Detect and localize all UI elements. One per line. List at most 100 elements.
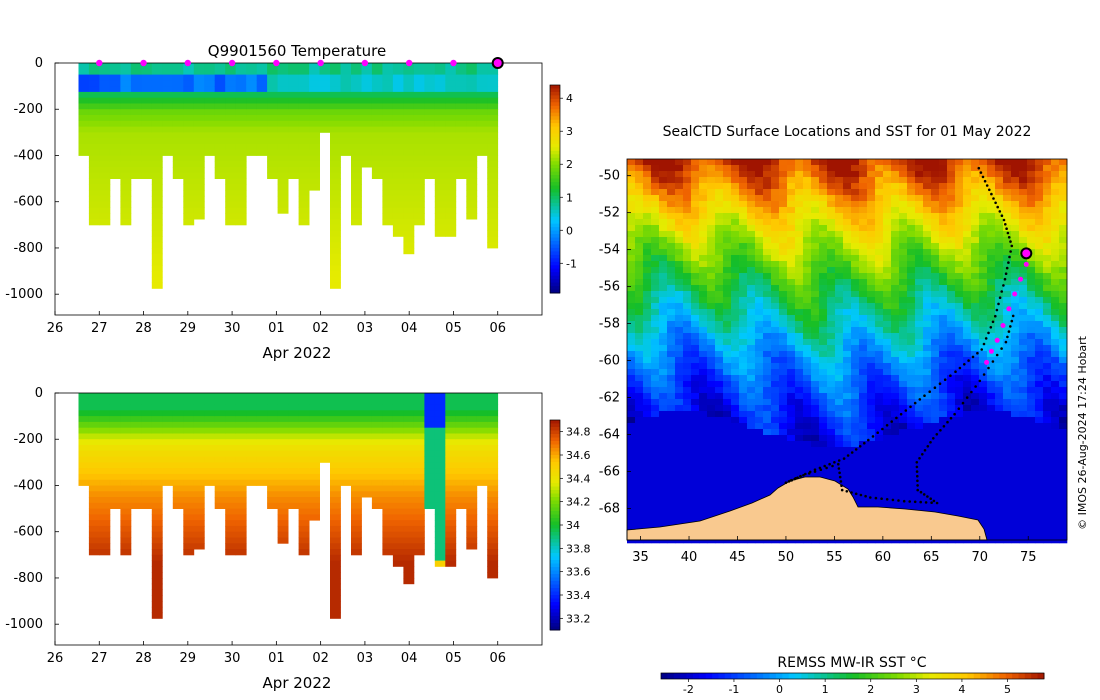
sst-cell [699, 201, 708, 208]
sst-cell [851, 453, 860, 460]
section-cell [361, 445, 373, 452]
sst-cell [1059, 345, 1068, 352]
sst-cell [939, 375, 948, 382]
sst-cell [699, 405, 708, 412]
sst-cell [963, 345, 972, 352]
sst-cell [795, 279, 804, 286]
sst-cell [643, 177, 652, 184]
sst-cell [699, 459, 708, 466]
sst-cell [939, 339, 948, 346]
sst-cell [915, 189, 924, 196]
sst-cell [635, 267, 644, 274]
section-cell [130, 109, 142, 116]
section-cell [403, 184, 415, 191]
section-cell [351, 184, 362, 191]
section-cell [141, 91, 153, 99]
sst-cell [811, 387, 820, 394]
sst-cell [963, 339, 972, 346]
sst-cell [995, 393, 1004, 400]
sst-cell [891, 429, 900, 436]
section-cell [204, 86, 216, 93]
section-cell [351, 120, 362, 127]
section-cell [371, 456, 383, 463]
section-cell [487, 566, 499, 573]
sst-cell [1035, 303, 1044, 310]
section-cell [330, 485, 341, 492]
section-cell [392, 450, 404, 457]
section-cell [434, 178, 446, 185]
section-cell [256, 398, 268, 405]
sst-cell [707, 375, 716, 382]
sst-cell [731, 279, 740, 286]
sst-cell [723, 405, 732, 412]
section-cell [413, 207, 425, 214]
sst-cell [875, 225, 884, 232]
sst-cell [1043, 459, 1052, 466]
section-cell [445, 473, 457, 481]
sst-cell [915, 219, 924, 226]
sst-cell [947, 321, 956, 328]
sst-cell [1019, 195, 1028, 202]
sst-cell [659, 219, 668, 226]
sst-cell [939, 357, 948, 364]
sst-cell [843, 303, 852, 310]
sst-cell [739, 417, 748, 424]
sst-cell [963, 327, 972, 334]
sst-cell [707, 429, 716, 436]
section-cell [298, 167, 310, 174]
colorbar-segment [550, 168, 560, 173]
sst-cell [779, 465, 788, 472]
sst-cell [979, 177, 988, 184]
sst-cell [1051, 171, 1060, 178]
sst-cell [707, 279, 716, 286]
sst-cell [883, 333, 892, 340]
section-cell [109, 468, 121, 475]
sst-cell [651, 465, 660, 472]
sst-cell [923, 195, 932, 202]
sst-cell [875, 405, 884, 412]
section-cell [277, 410, 289, 417]
section-cell [392, 398, 404, 405]
section-cell [235, 97, 247, 104]
sst-cell [635, 369, 644, 376]
sst-cell [971, 219, 980, 226]
section-cell [78, 450, 90, 457]
section-cell [309, 416, 320, 423]
sst-cell [1051, 267, 1060, 274]
section-cell [235, 86, 247, 93]
sst-cell [891, 255, 900, 262]
section-cell [88, 468, 100, 475]
sst-cell [675, 195, 684, 202]
sst-cell [739, 207, 748, 214]
sst-cell [731, 339, 740, 346]
sst-cell [715, 159, 724, 166]
sst-cell [907, 375, 916, 382]
sst-cell [731, 171, 740, 178]
sst-cell [667, 231, 676, 238]
section-cell [466, 468, 478, 475]
section-cell [434, 514, 446, 521]
sst-cell [843, 225, 852, 232]
section-cell [151, 138, 163, 145]
sst-cell [787, 273, 796, 280]
section-cell [78, 439, 90, 446]
section-cell [214, 80, 226, 87]
section-cell [109, 86, 121, 93]
sst-cell [683, 417, 692, 424]
sst-cell [771, 267, 780, 274]
section-cell [183, 97, 195, 104]
sst-cell [1003, 267, 1012, 274]
sst-cell [731, 225, 740, 232]
sst-cell [1043, 267, 1052, 274]
sst-cell [811, 297, 820, 304]
section-cell [445, 531, 457, 538]
colorbar-tick-label: -1 [566, 257, 577, 270]
section-cell [246, 456, 258, 463]
section-cell [193, 514, 205, 521]
sst-cell [731, 195, 740, 202]
sst-cell [627, 219, 636, 226]
section-cell [382, 410, 394, 417]
colorbar-segment [550, 199, 560, 204]
section-cell [434, 421, 446, 429]
sst-cell [1011, 345, 1020, 352]
